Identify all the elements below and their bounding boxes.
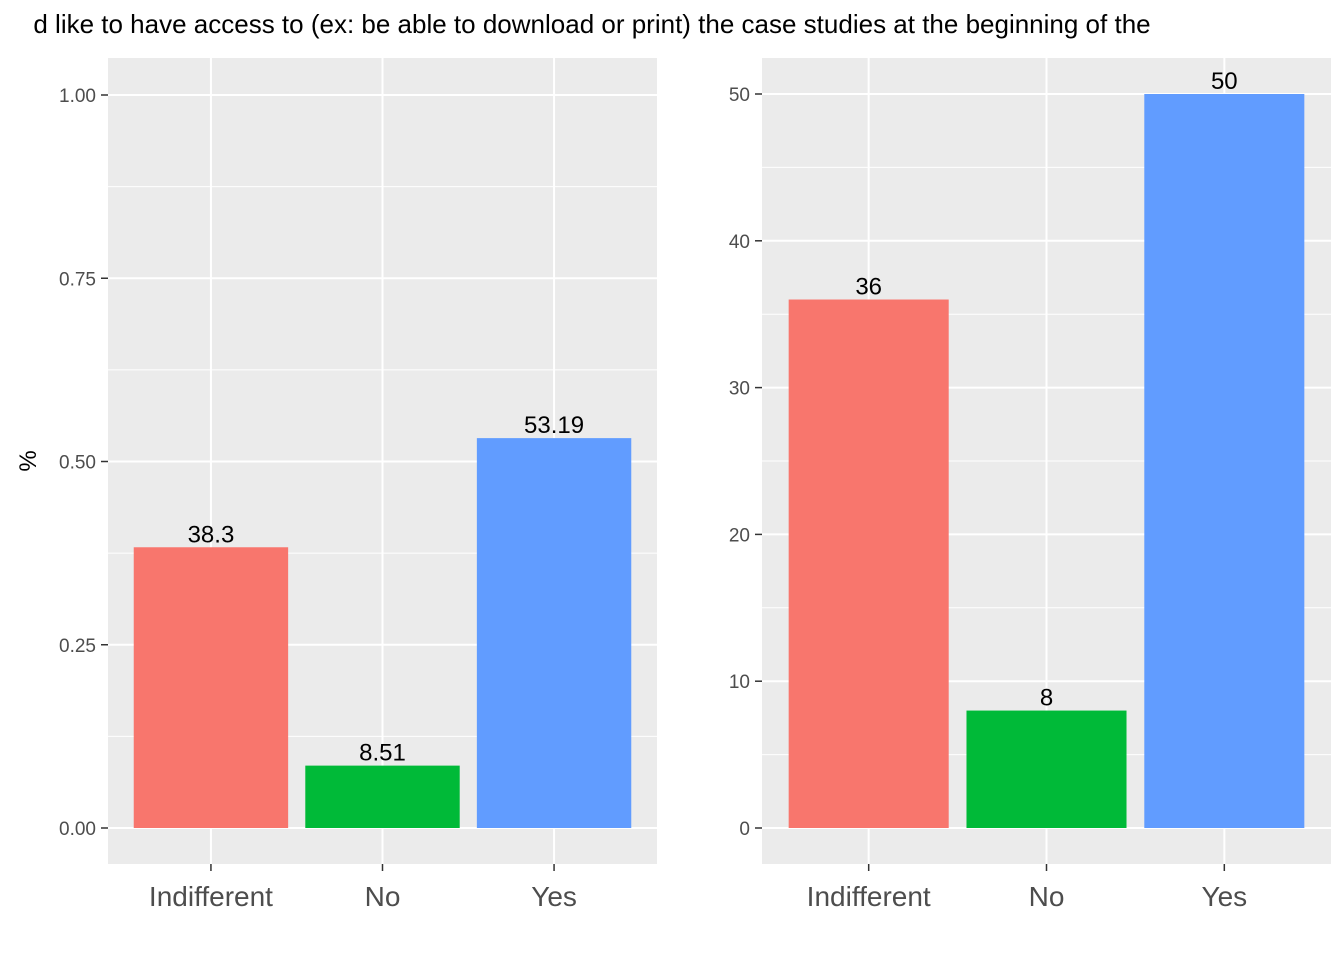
chart-title-text: d like to have access to (ex: be able to…: [33, 9, 1151, 39]
y-tick-label: 40: [729, 232, 750, 253]
y-tick-label: 30: [729, 379, 750, 400]
bar-chart-panel-2: 0 10 20 30 40 50 36 Indifferent 8 No 50 Yes: [729, 58, 1331, 912]
bar-indifferent: [133, 547, 289, 828]
data-label-yes: 53.19: [524, 412, 584, 439]
y-tick-label: 0: [739, 819, 750, 840]
x-tick-label-yes: Yes: [1201, 881, 1247, 912]
x-tick-label-no: No: [365, 881, 401, 912]
x-tick-label-yes: Yes: [531, 881, 577, 912]
chart-title: d like to have access to (ex: be able to…: [0, 6, 1344, 42]
y-axis-title: %: [15, 450, 42, 471]
data-label-no: 8.51: [359, 740, 406, 767]
y-tick-label: 20: [729, 525, 750, 546]
bar-yes: [1144, 94, 1305, 828]
data-label-indifferent: 38.3: [188, 521, 235, 548]
bar-indifferent: [788, 299, 949, 828]
x-tick-label-indifferent: Indifferent: [149, 881, 273, 912]
data-label-yes: 50: [1211, 68, 1238, 95]
y-tick-label: 50: [729, 85, 750, 106]
y-tick-label: 0.00: [59, 819, 96, 840]
bar-no: [305, 765, 460, 828]
bar-chart-panel-1: 0.00 0.25 0.50 0.75 1.00 38.3 Indifferent 8.51 N…: [15, 58, 657, 912]
y-tick-label: 1.00: [59, 86, 96, 107]
y-tick-label: 0.75: [59, 269, 96, 290]
bar-yes: [476, 438, 632, 828]
y-tick-label: 10: [729, 672, 750, 693]
x-tick-label-indifferent: Indifferent: [807, 881, 931, 912]
x-tick-label-no: No: [1029, 881, 1065, 912]
y-tick-label: 0.25: [59, 636, 96, 657]
y-tick-label: 0.50: [59, 453, 96, 474]
data-label-no: 8: [1040, 685, 1053, 712]
data-label-indifferent: 36: [855, 274, 882, 301]
bar-no: [966, 710, 1127, 828]
